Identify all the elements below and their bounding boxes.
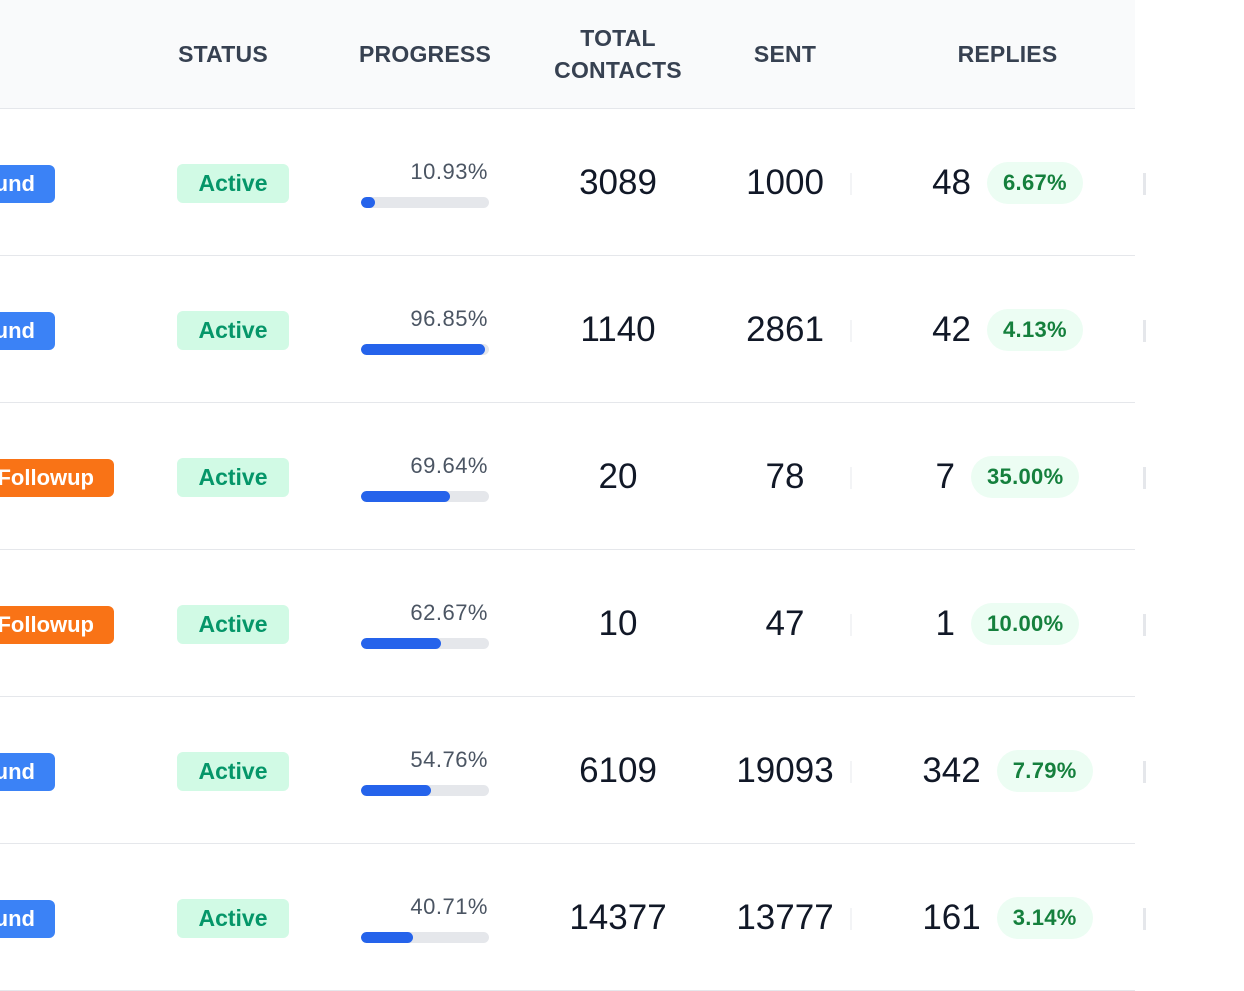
- reply-rate-badge: 6.67%: [987, 162, 1083, 204]
- column-header-progress[interactable]: PROGRESS: [359, 41, 491, 67]
- table-row[interactable]: und Active 40.71% 14377 13777 161 3.14%: [0, 844, 1146, 991]
- campaign-type-badge: und: [0, 312, 55, 350]
- reply-rate-badge: 7.79%: [996, 750, 1093, 792]
- sent-value: 47: [765, 604, 805, 643]
- sent-value: 13777: [736, 898, 834, 937]
- table-row[interactable]: und Active 96.85% 1140 2861 42 4.13%: [0, 256, 1146, 403]
- total-contacts-value: 14377: [569, 898, 667, 937]
- reply-rate-badge: 35.00%: [971, 456, 1080, 498]
- sent-value: 19093: [736, 751, 834, 790]
- reply-rate-badge: 10.00%: [971, 603, 1080, 645]
- total-contacts-value: 20: [598, 457, 638, 496]
- sent-value: 1000: [746, 163, 824, 202]
- table-row[interactable]: und Active 10.93% 3089 1000 48 6.67%: [0, 109, 1146, 256]
- truncated-column-edge: [1143, 614, 1146, 636]
- column-divider: [850, 614, 852, 636]
- campaign-type-badge: und: [0, 753, 55, 791]
- progress-bar: [361, 638, 489, 649]
- progress-bar: [361, 344, 489, 355]
- campaign-type-badge: und: [0, 165, 55, 203]
- campaign-type-badge: Followup: [0, 606, 114, 644]
- reply-rate-badge: 4.13%: [987, 309, 1083, 351]
- column-divider: [850, 908, 852, 930]
- total-contacts-value: 6109: [579, 751, 657, 790]
- sent-value: 2861: [746, 310, 824, 349]
- progress-bar-fill: [361, 197, 375, 208]
- replies-count: 1: [935, 604, 956, 643]
- truncated-column-edge: [1143, 467, 1146, 489]
- progress-bar-fill: [361, 491, 451, 502]
- progress-percent: 69.64%: [410, 453, 488, 478]
- progress-bar: [361, 932, 489, 943]
- truncated-column-edge: [1143, 173, 1146, 195]
- status-badge: Active: [177, 605, 289, 644]
- progress-bar-fill: [361, 932, 414, 943]
- table-row[interactable]: Followup Active 62.67% 10 47 1 10.00%: [0, 550, 1146, 697]
- progress-percent: 54.76%: [410, 747, 488, 772]
- table-row[interactable]: und Active 54.76% 6109 19093 342 7.79%: [0, 697, 1146, 844]
- sent-value: 78: [765, 457, 805, 496]
- replies-cell: 7 35.00%: [900, 453, 1115, 501]
- table-row[interactable]: Followup Active 69.64% 20 78 7 35.00%: [0, 403, 1146, 550]
- progress-percent: 40.71%: [410, 894, 488, 919]
- truncated-column-edge: [1143, 320, 1146, 342]
- truncated-column-edge: [1143, 761, 1146, 783]
- status-badge: Active: [177, 311, 289, 350]
- column-header-total-contacts[interactable]: TOTAL CONTACTS: [554, 25, 682, 83]
- replies-cell: 42 4.13%: [900, 306, 1115, 354]
- column-header-sent[interactable]: SENT: [753, 41, 817, 67]
- progress-bar: [361, 491, 489, 502]
- replies-count: 161: [922, 898, 981, 937]
- total-contacts-value: 10: [598, 604, 638, 643]
- column-header-replies[interactable]: REPLIES: [957, 41, 1058, 67]
- progress-bar: [361, 197, 489, 208]
- progress-bar: [361, 785, 489, 796]
- column-divider: [850, 173, 852, 195]
- reply-rate-badge: 3.14%: [996, 897, 1093, 939]
- progress-bar-fill: [361, 785, 432, 796]
- replies-cell: 48 6.67%: [900, 159, 1115, 207]
- progress-bar-fill: [361, 638, 442, 649]
- campaign-type-badge: Followup: [0, 459, 114, 497]
- total-contacts-value: 1140: [580, 310, 656, 349]
- replies-count: 42: [932, 310, 972, 349]
- column-divider: [850, 761, 852, 783]
- progress-percent: 10.93%: [410, 159, 488, 184]
- replies-count: 342: [922, 751, 981, 790]
- status-badge: Active: [177, 164, 289, 203]
- replies-cell: 1 10.00%: [900, 600, 1115, 648]
- status-badge: Active: [177, 899, 289, 938]
- column-divider: [850, 467, 852, 489]
- replies-cell: 342 7.79%: [900, 747, 1115, 795]
- progress-bar-fill: [361, 344, 485, 355]
- truncated-column-edge: [1143, 908, 1146, 930]
- table-header: STATUS PROGRESS TOTAL CONTACTS SENT REPL…: [0, 0, 1135, 109]
- progress-percent: 62.67%: [410, 600, 488, 625]
- status-badge: Active: [177, 458, 289, 497]
- total-contacts-value: 3089: [579, 163, 657, 202]
- column-header-status[interactable]: STATUS: [178, 41, 268, 67]
- replies-count: 7: [935, 457, 956, 496]
- progress-percent: 96.85%: [410, 306, 488, 331]
- replies-cell: 161 3.14%: [900, 894, 1115, 942]
- status-badge: Active: [177, 752, 289, 791]
- column-divider: [850, 320, 852, 342]
- campaign-type-badge: und: [0, 900, 55, 938]
- replies-count: 48: [932, 163, 972, 202]
